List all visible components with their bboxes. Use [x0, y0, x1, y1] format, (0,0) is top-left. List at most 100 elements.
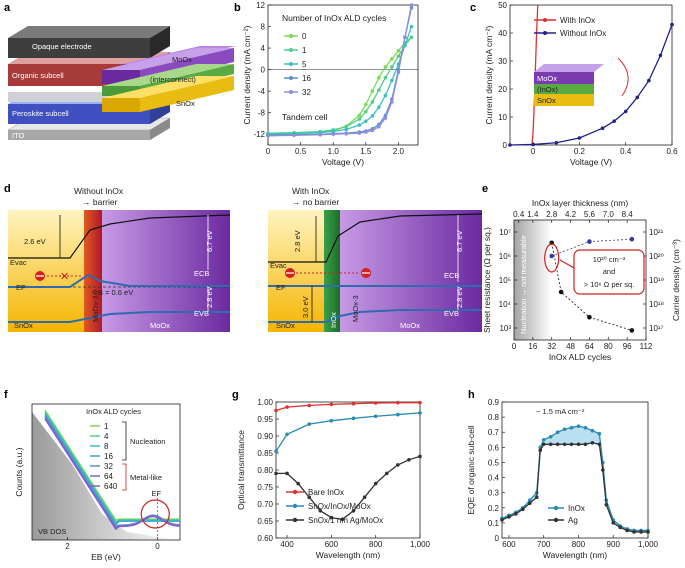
h-series-Ag-point — [583, 442, 588, 447]
band-label-ef-right: EF — [276, 283, 286, 292]
b-legend-marker — [289, 62, 293, 66]
b-legend-marker — [289, 76, 293, 80]
c-series-1-point — [577, 136, 582, 140]
panel-label-a: a — [4, 2, 11, 14]
g-series-2-point — [418, 454, 422, 459]
g-y-tick-label: 0.90 — [257, 432, 273, 441]
g-series-1-point — [307, 422, 312, 426]
g-legend-marker — [292, 503, 298, 509]
g-x-tick-label: 600 — [325, 540, 339, 549]
c-y-tick-label: 30 — [498, 57, 507, 66]
e-nucleation-shade — [514, 220, 552, 340]
h-ylabel: EQE of organic sub-cell — [466, 425, 476, 514]
b-legend-label: 0 — [302, 32, 307, 41]
f-group-nucleation: Nucleation — [130, 437, 165, 446]
b-y-tick-label: 12 — [256, 1, 265, 10]
panel-label-g: g — [232, 389, 239, 401]
b-series-1-point — [390, 65, 394, 69]
f-legend-label: 1 — [104, 422, 109, 431]
f-frame — [31, 403, 181, 541]
g-series-0-point — [418, 400, 422, 405]
h-series-Ag-point — [601, 468, 605, 472]
b-legend-label: 16 — [302, 74, 311, 83]
panel-e-sheet-resistance-plot: 0 16 32 48 64 80 96 112 0.4 1.4 2.8 4.2 5.6 7.0 8.4 10³… — [482, 198, 681, 362]
f-legend-label: 32 — [104, 462, 113, 471]
b-legend-label: 32 — [302, 88, 311, 97]
g-series-2-point — [396, 463, 400, 467]
b-series-0-point — [357, 113, 362, 118]
g-legend-marker — [292, 517, 298, 523]
band-label-ef-left: EF — [16, 283, 26, 292]
b-series-5-point — [409, 24, 414, 29]
band-label-evac-left: Evac — [10, 258, 27, 267]
e-top-xlabel: InOx layer thickness (nm) — [532, 198, 629, 208]
f-legend-label: 64 — [104, 472, 113, 481]
h-y-tick-label: 0.3 — [488, 489, 500, 498]
layer-label-moox: MoOx — [172, 55, 192, 64]
c-frame — [509, 4, 673, 146]
band-label-2-8ev-right-top: 2.8 eV — [293, 230, 302, 252]
f-series-32 — [44, 415, 181, 528]
e-callout-pointer — [559, 259, 575, 269]
band-label-moox3-right: MoOx-3 — [351, 295, 360, 322]
band-label-ecb-left: ECB — [194, 269, 209, 278]
f-nucleation-bracket — [122, 421, 127, 461]
b-series-32-point — [390, 100, 394, 104]
c-inset-moox — [534, 72, 594, 84]
g-series-1 — [275, 412, 421, 452]
e-y-tick-label: 10⁵ — [499, 276, 511, 285]
h-series-Ag-point — [597, 442, 602, 447]
h-series-InOx-point — [548, 434, 553, 439]
h-series-Ag-point — [514, 512, 518, 516]
h-series-InOx-point — [583, 425, 588, 430]
e-y-tick-label: 10³ — [499, 324, 511, 333]
g-xlabel: Wavelength (nm) — [316, 550, 381, 560]
h-y-tick-label: 0.8 — [488, 413, 500, 422]
g-x-tick-label: 400 — [280, 540, 294, 549]
b-y-tick-label: 8 — [261, 23, 266, 32]
b-y-tick-label: -8 — [258, 109, 266, 118]
band-left-title-2: → barrier — [82, 197, 118, 207]
g-series-1-point — [373, 414, 378, 419]
b-series-1-point — [370, 100, 375, 104]
g-series-0-point — [285, 405, 289, 409]
b-series-5-point — [344, 127, 349, 132]
b-series-1-point — [383, 75, 388, 80]
b-y-tick-label: 4 — [261, 44, 266, 53]
e-y2-tick-label: 10¹⁹ — [649, 276, 664, 285]
f-legend-label: 16 — [104, 452, 113, 461]
e-y2-tick-label: 10²⁰ — [649, 252, 664, 261]
h-annotation: ~ 1.5 mA cm⁻² — [536, 407, 585, 416]
g-series-1-point — [351, 416, 356, 421]
e-shade-label: Nucleation → not measurable — [519, 235, 528, 334]
e-x-tick-label: 48 — [566, 342, 575, 351]
g-series-1-point — [329, 418, 334, 423]
c-legend-marker — [543, 31, 547, 35]
e-sheet-point — [587, 314, 592, 320]
f-ef-circle — [140, 499, 170, 529]
g-series-1-point — [396, 412, 400, 417]
panel-g-transmittance-plot: 400 600 800 1,000 0.60 0.65 0.70 0.75 0.80 0.85 0.… — [236, 398, 431, 560]
layer-label-perovskite-subcell: Peroskite subcell — [12, 109, 69, 118]
b-series-0-point — [377, 75, 381, 80]
h-series-Ag-point — [534, 495, 539, 500]
c-inset-moox-top — [534, 64, 604, 72]
f-metal-bracket — [122, 463, 127, 491]
c-x-tick-label: 0.2 — [574, 147, 586, 156]
panel-label-f: f — [4, 389, 8, 401]
h-series-InOx-point — [541, 437, 546, 442]
c-y-tick-label: 50 — [498, 1, 507, 10]
b-series-0-point — [370, 89, 375, 93]
h-series-InOx-point — [590, 428, 595, 433]
b-series-5-point — [357, 123, 362, 127]
c-inset-inox — [534, 84, 594, 94]
h-x-tick-label: 1,000 — [638, 540, 659, 549]
h-x-tick-label: 700 — [537, 540, 551, 549]
g-series-2-point — [307, 495, 312, 500]
g-series-2-point — [362, 495, 367, 500]
h-frame — [501, 401, 649, 539]
b-series-32-point — [344, 131, 349, 136]
b-series-0-point — [390, 57, 394, 61]
h-series-InOx-point — [555, 430, 560, 435]
g-x-tick-label: 800 — [369, 540, 383, 549]
